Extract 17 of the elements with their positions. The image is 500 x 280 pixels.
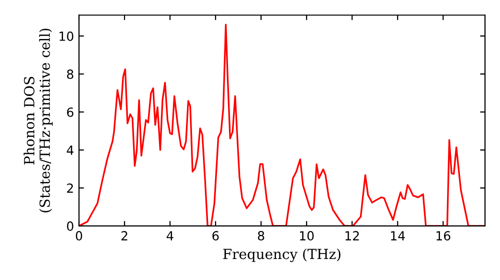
y-tick-label: 6	[67, 107, 74, 117]
x-tick-label: 16	[436, 231, 450, 240]
x-tick-label: 8	[258, 231, 264, 240]
x-tick-label: 12	[346, 231, 359, 240]
x-tick-label: 0	[76, 231, 82, 240]
y-tick-label: 8	[67, 69, 74, 79]
y-tick-label: 0	[67, 221, 74, 231]
y-tick-label: 2	[67, 183, 73, 193]
y-tick-label: 10	[60, 31, 74, 41]
x-tick-label: 6	[212, 231, 219, 240]
x-tick-label: 4	[166, 231, 174, 240]
y-tick-label: 4	[66, 146, 74, 155]
x-tick-label: 2	[121, 231, 128, 240]
x-tick-label: 14	[391, 231, 405, 240]
x-tick-label: 10	[300, 231, 314, 240]
x-axis-title: Frequency (THz)	[223, 248, 340, 262]
y-axis-title: Phonon DOS (States/THz·primitive cell)	[24, 28, 53, 212]
